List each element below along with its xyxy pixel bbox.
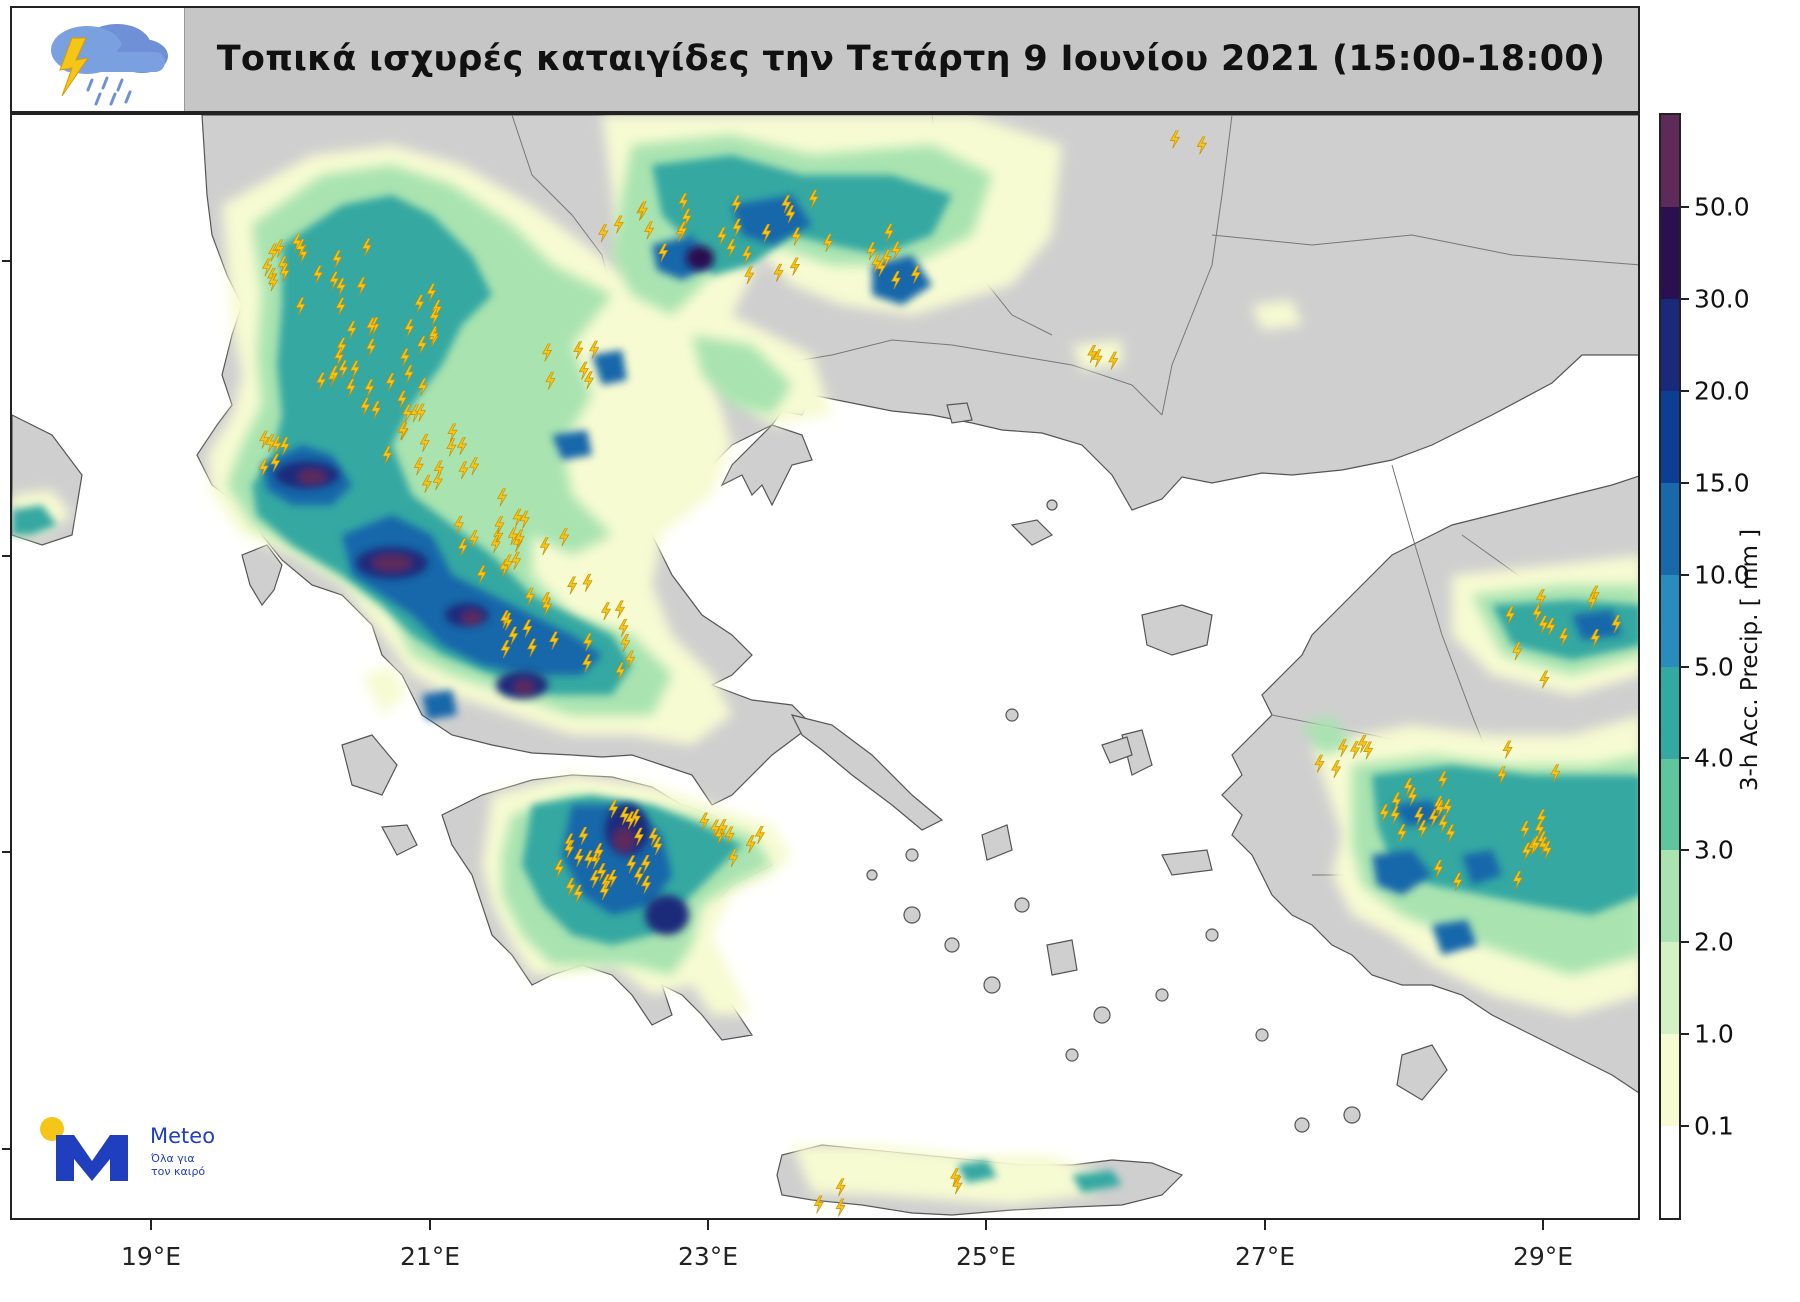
evia bbox=[790, 714, 944, 831]
colorbar-tick-mark bbox=[1681, 665, 1689, 668]
title-banner: Τοπικά ισχυρές καταιγίδες την Τετάρτη 9 … bbox=[10, 6, 1640, 113]
kefalonia bbox=[341, 734, 398, 796]
x-tick-label: 29°E bbox=[1512, 1242, 1574, 1271]
colorbar-tick-mark bbox=[1681, 1125, 1689, 1128]
colorbar-segment bbox=[1661, 482, 1679, 575]
colorbar-segment bbox=[1661, 942, 1679, 1035]
colorbar-level-label: 3.0 bbox=[1694, 835, 1734, 865]
lesvos bbox=[1141, 604, 1213, 656]
colorbar-segment bbox=[1661, 666, 1679, 759]
y-tick-mark bbox=[2, 260, 10, 262]
y-tick-mark bbox=[2, 1148, 10, 1150]
colorbar-level-label: 1.0 bbox=[1694, 1019, 1734, 1049]
colorbar-segment bbox=[1661, 758, 1679, 851]
colorbar-segment bbox=[1661, 850, 1679, 943]
colorbar-level-label: 10.0 bbox=[1694, 560, 1750, 590]
naxos bbox=[1046, 939, 1078, 976]
colorbar-segment bbox=[1661, 206, 1679, 299]
chios bbox=[1121, 729, 1153, 776]
colorbar-segment bbox=[1661, 390, 1679, 483]
colorbar-segment bbox=[1661, 1034, 1679, 1127]
x-tick-mark bbox=[707, 1220, 709, 1230]
y-tick-mark bbox=[2, 555, 10, 557]
map-title: Τοπικά ισχυρές καταιγίδες την Τετάρτη 9 … bbox=[216, 39, 1606, 79]
colorbar-segment bbox=[1661, 298, 1679, 391]
colorbar-tick-mark bbox=[1681, 941, 1689, 944]
logo-tagline: τον καιρό bbox=[151, 1165, 206, 1178]
thunderstorm-cloud-icon bbox=[12, 8, 185, 111]
colorbar-segment bbox=[1661, 574, 1679, 667]
colorbar-segment bbox=[1661, 115, 1679, 207]
colorbar-tick-mark bbox=[1681, 757, 1689, 760]
colorbar-tick-mark bbox=[1681, 481, 1689, 484]
x-tick-mark bbox=[985, 1220, 987, 1230]
zakynthos bbox=[381, 824, 418, 856]
colorbar-level-label: 15.0 bbox=[1694, 468, 1750, 498]
map-canvas bbox=[12, 115, 1638, 1218]
y-tick-mark bbox=[2, 851, 10, 853]
colorbar-tick-mark bbox=[1681, 297, 1689, 300]
meteo-logo bbox=[38, 1115, 238, 1185]
samos bbox=[1161, 849, 1213, 876]
x-tick-mark bbox=[429, 1220, 431, 1230]
logo-name: Meteo bbox=[150, 1124, 216, 1148]
skyros bbox=[1101, 736, 1133, 764]
colorbar-level-label: 2.0 bbox=[1694, 927, 1734, 957]
x-tick-label: 23°E bbox=[677, 1242, 739, 1271]
x-tick-mark bbox=[1264, 1220, 1266, 1230]
colorbar-tick-mark bbox=[1681, 1033, 1689, 1036]
colorbar-level-label: 4.0 bbox=[1694, 743, 1734, 773]
logo-tagline: Όλα για bbox=[151, 1152, 195, 1165]
x-tick-label: 27°E bbox=[1234, 1242, 1296, 1271]
x-tick-label: 19°E bbox=[120, 1242, 182, 1271]
x-tick-label: 21°E bbox=[399, 1242, 461, 1271]
x-tick-label: 25°E bbox=[955, 1242, 1017, 1271]
colorbar-segment bbox=[1661, 1126, 1679, 1218]
colorbar-title: 3-h Acc. Precip. [ mm ] bbox=[1737, 528, 1763, 792]
colorbar-level-label: 50.0 bbox=[1694, 192, 1750, 222]
colorbar-tick-mark bbox=[1681, 573, 1689, 576]
colorbar-level-label: 20.0 bbox=[1694, 376, 1750, 406]
colorbar-tick-mark bbox=[1681, 849, 1689, 852]
colorbar-tick-mark bbox=[1681, 389, 1689, 392]
colorbar-level-label: 5.0 bbox=[1694, 652, 1734, 681]
andros bbox=[981, 824, 1013, 861]
colorbar bbox=[1659, 113, 1681, 1220]
precipitation-map bbox=[10, 113, 1640, 1220]
x-tick-mark bbox=[1542, 1220, 1544, 1230]
x-tick-mark bbox=[150, 1220, 152, 1230]
colorbar-level-label: 0.1 bbox=[1694, 1111, 1734, 1141]
thasos bbox=[946, 402, 973, 424]
lemnos bbox=[1010, 519, 1054, 546]
chalkidiki bbox=[720, 424, 813, 507]
colorbar-tick-mark bbox=[1681, 205, 1689, 208]
rhodes bbox=[1396, 1044, 1448, 1101]
colorbar-level-label: 30.0 bbox=[1694, 284, 1750, 314]
